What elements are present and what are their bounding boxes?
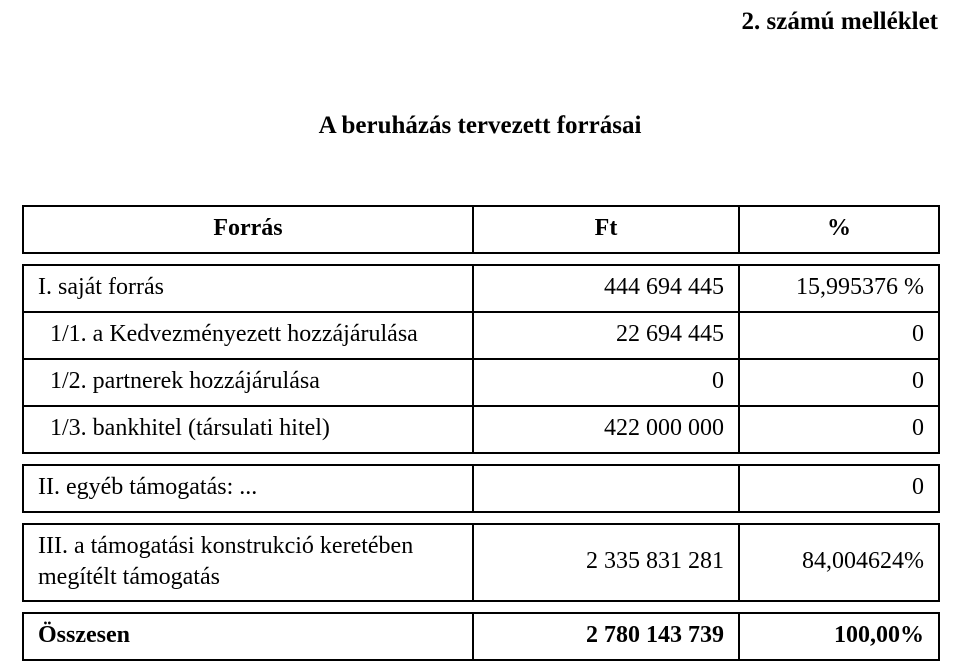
table-row-total: Összesen 2 780 143 739 100,00% [23,613,939,660]
annex-label: 2. számú melléklet [742,8,938,36]
cell-ft: 422 000 000 [473,406,739,453]
cell-ft: 444 694 445 [473,265,739,312]
cell-ft-total: 2 780 143 739 [473,613,739,660]
table-row: 1/3. bankhitel (társulati hitel) 422 000… [23,406,939,453]
cell-label: III. a támogatási konstrukció keretében … [23,524,473,601]
cell-label: II. egyéb támogatás: ... [23,465,473,512]
table-spacer [23,453,939,465]
col-header-ft: Ft [473,206,739,253]
table-row: 1/2. partnerek hozzájárulása 0 0 [23,359,939,406]
cell-pct: 0 [739,359,939,406]
cell-ft: 2 335 831 281 [473,524,739,601]
page: 2. számú melléklet A beruházás tervezett… [0,0,960,621]
funding-table: Forrás Ft % I. saját forrás 444 694 445 … [22,205,940,661]
table-spacer [23,253,939,265]
cell-label: 1/3. bankhitel (társulati hitel) [23,406,473,453]
table-spacer [23,601,939,613]
cell-label: I. saját forrás [23,265,473,312]
cell-pct: 0 [739,406,939,453]
cell-pct: 84,004624% [739,524,939,601]
funding-table-wrap: Forrás Ft % I. saját forrás 444 694 445 … [22,205,938,661]
cell-label-line2: megítélt támogatás [38,564,220,590]
table-row: 1/1. a Kedvezményezett hozzájárulása 22 … [23,312,939,359]
cell-pct: 0 [739,465,939,512]
cell-ft [473,465,739,512]
cell-label: 1/2. partnerek hozzájárulása [23,359,473,406]
page-title: A beruházás tervezett forrásai [0,112,960,140]
cell-pct-total: 100,00% [739,613,939,660]
cell-label: 1/1. a Kedvezményezett hozzájárulása [23,312,473,359]
table-row: III. a támogatási konstrukció keretében … [23,524,939,601]
table-spacer [23,512,939,524]
cell-ft: 22 694 445 [473,312,739,359]
col-header-source: Forrás [23,206,473,253]
table-row: I. saját forrás 444 694 445 15,995376 % [23,265,939,312]
cell-pct: 15,995376 % [739,265,939,312]
cell-label-total: Összesen [23,613,473,660]
col-header-pct: % [739,206,939,253]
table-row: II. egyéb támogatás: ... 0 [23,465,939,512]
cell-ft: 0 [473,359,739,406]
table-header-row: Forrás Ft % [23,206,939,253]
cell-label-line1: III. a támogatási konstrukció keretében [38,533,413,559]
cell-pct: 0 [739,312,939,359]
